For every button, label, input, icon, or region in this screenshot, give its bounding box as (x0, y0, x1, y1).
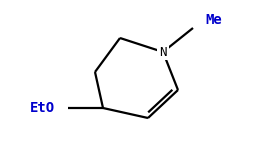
Text: Me: Me (204, 13, 221, 27)
Text: EtO: EtO (30, 101, 55, 115)
Text: N: N (159, 45, 166, 58)
